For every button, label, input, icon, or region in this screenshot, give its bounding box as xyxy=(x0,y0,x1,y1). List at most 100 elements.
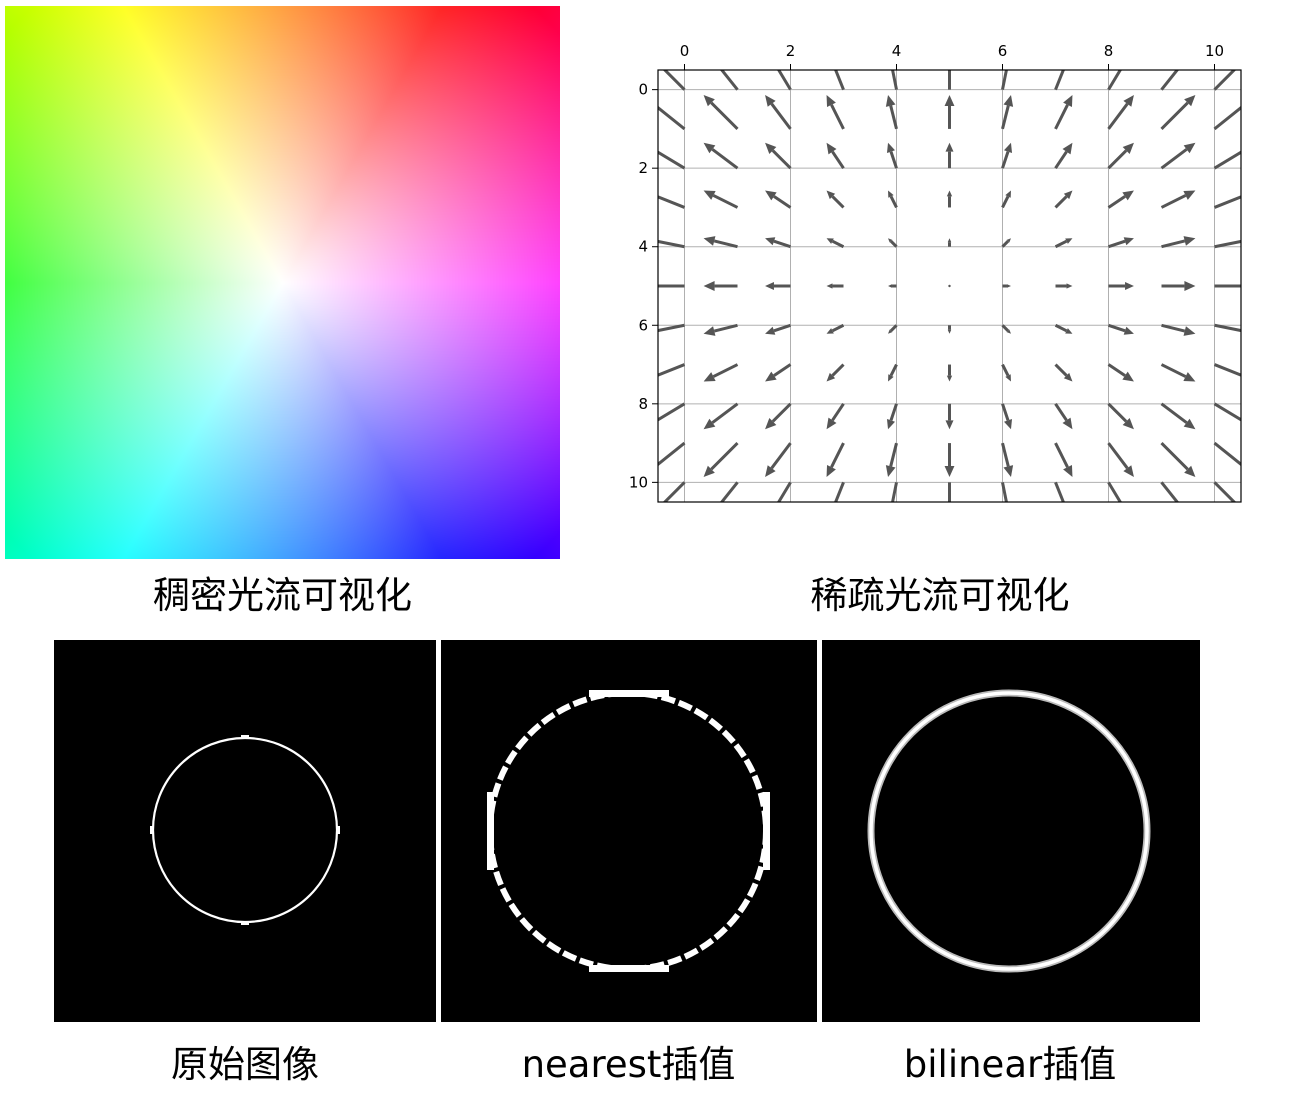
flow-arrow xyxy=(658,441,686,467)
flow-arrow xyxy=(1107,363,1134,382)
flow-arrow xyxy=(826,94,845,130)
sparse-flow-quiver-plot: 0 2 4 6 8 10 0 2 4 6 8 10 xyxy=(629,42,1242,503)
flow-arrow xyxy=(1054,94,1073,130)
flow-arrow xyxy=(703,236,738,249)
flow-arrow xyxy=(1054,142,1073,170)
flow-arrow xyxy=(1161,281,1196,291)
flow-arrow xyxy=(765,281,791,291)
flow-arrow xyxy=(1001,482,1008,502)
flow-arrow xyxy=(826,323,845,334)
flow-arrow xyxy=(703,442,739,478)
flow-arrow xyxy=(885,94,898,130)
flow-arrow xyxy=(826,238,845,249)
flow-arrow xyxy=(1160,70,1180,91)
flow-arrow xyxy=(1001,190,1011,209)
flow-arrow xyxy=(1107,142,1134,170)
circle-outline xyxy=(869,691,1149,971)
x-tick-label: 6 xyxy=(998,42,1008,60)
flow-arrow xyxy=(1160,481,1180,502)
flow-arrow xyxy=(826,363,845,382)
flow-arrow xyxy=(1001,142,1013,169)
flow-arrow xyxy=(826,142,845,170)
dense-flow-color-wheel xyxy=(5,6,560,559)
y-tick-label: 6 xyxy=(638,316,648,334)
flow-arrow xyxy=(946,364,953,382)
x-tick-label: 2 xyxy=(786,42,796,60)
flow-arrow xyxy=(888,238,898,248)
flow-arrow xyxy=(1107,190,1134,209)
flow-arrow xyxy=(658,402,686,422)
caption-dense-flow: 稠密光流可视化 xyxy=(153,574,412,617)
flow-arrow xyxy=(703,142,739,170)
flow-arrow xyxy=(703,323,738,336)
flow-arrow xyxy=(1107,402,1134,430)
flow-arrow xyxy=(1213,441,1241,467)
flow-arrow xyxy=(1054,323,1073,334)
flow-arrow xyxy=(1160,190,1196,209)
flow-arrow xyxy=(765,363,792,382)
flow-arrow xyxy=(886,142,898,169)
flow-arrow xyxy=(765,402,792,430)
flow-arrow xyxy=(658,105,686,131)
panel-bilinear-interpolation xyxy=(822,640,1200,1022)
flow-arrow xyxy=(1054,402,1073,430)
flow-arrow xyxy=(765,94,792,130)
flow-arrow xyxy=(888,324,898,334)
flow-arrow xyxy=(1001,442,1014,478)
flow-arrow xyxy=(1107,70,1123,91)
flow-arrow xyxy=(1001,363,1011,382)
flow-arrow xyxy=(765,237,791,249)
panel-original-image xyxy=(54,640,436,1022)
separator xyxy=(817,640,822,1022)
flow-arrow xyxy=(1054,238,1073,249)
flow-arrow xyxy=(891,70,898,90)
caption-nearest: nearest插值 xyxy=(521,1043,736,1086)
y-tick-label: 2 xyxy=(638,159,648,177)
flow-arrow xyxy=(826,283,844,289)
flow-arrow xyxy=(703,363,739,382)
caption-sparse-flow: 稀疏光流可视化 xyxy=(810,574,1070,617)
flow-arrow xyxy=(826,402,845,430)
flow-arrow xyxy=(662,70,686,91)
flow-arrow xyxy=(885,442,898,478)
flow-arrow xyxy=(1054,363,1073,382)
flow-arrow xyxy=(1108,281,1134,291)
circle-outline xyxy=(487,690,769,972)
flow-arrow xyxy=(1213,150,1241,170)
flow-arrow xyxy=(1054,70,1065,91)
flow-arrow xyxy=(826,442,845,478)
x-tick-label: 8 xyxy=(1104,42,1114,60)
flow-arrow xyxy=(891,482,898,502)
circle-bilinear xyxy=(867,689,1151,973)
flow-arrow xyxy=(658,150,686,170)
flow-arrow xyxy=(776,70,792,91)
flow-arrow xyxy=(1160,142,1196,170)
flow-arrow xyxy=(1055,283,1073,289)
flow-arrow xyxy=(1160,363,1196,382)
flow-arrow xyxy=(948,284,951,288)
flow-arrow xyxy=(1108,237,1134,249)
flow-arrow xyxy=(945,403,954,430)
flow-arrow xyxy=(658,363,686,377)
flow-arrow xyxy=(719,70,739,91)
y-tick-label: 0 xyxy=(638,81,648,99)
flow-arrow xyxy=(703,94,739,130)
flow-arrow xyxy=(947,238,952,247)
flow-arrow xyxy=(834,70,845,91)
circle-nearest xyxy=(487,690,770,972)
x-tick-label: 4 xyxy=(892,42,902,60)
flow-arrow xyxy=(1160,94,1196,130)
flow-arrow xyxy=(703,281,738,291)
flow-arrow xyxy=(1213,363,1241,377)
y-tick-label: 8 xyxy=(638,395,648,413)
flow-arrow xyxy=(719,481,739,502)
flow-arrow xyxy=(944,443,955,478)
flow-arrow xyxy=(1001,70,1008,90)
flow-arrow xyxy=(888,363,898,382)
flow-arrow xyxy=(1161,323,1196,336)
flow-arrow xyxy=(1107,442,1134,478)
flow-arrow xyxy=(1054,442,1073,478)
y-tick-label: 10 xyxy=(629,473,648,491)
flow-arrow xyxy=(1213,105,1241,131)
flow-arrow xyxy=(703,190,739,209)
